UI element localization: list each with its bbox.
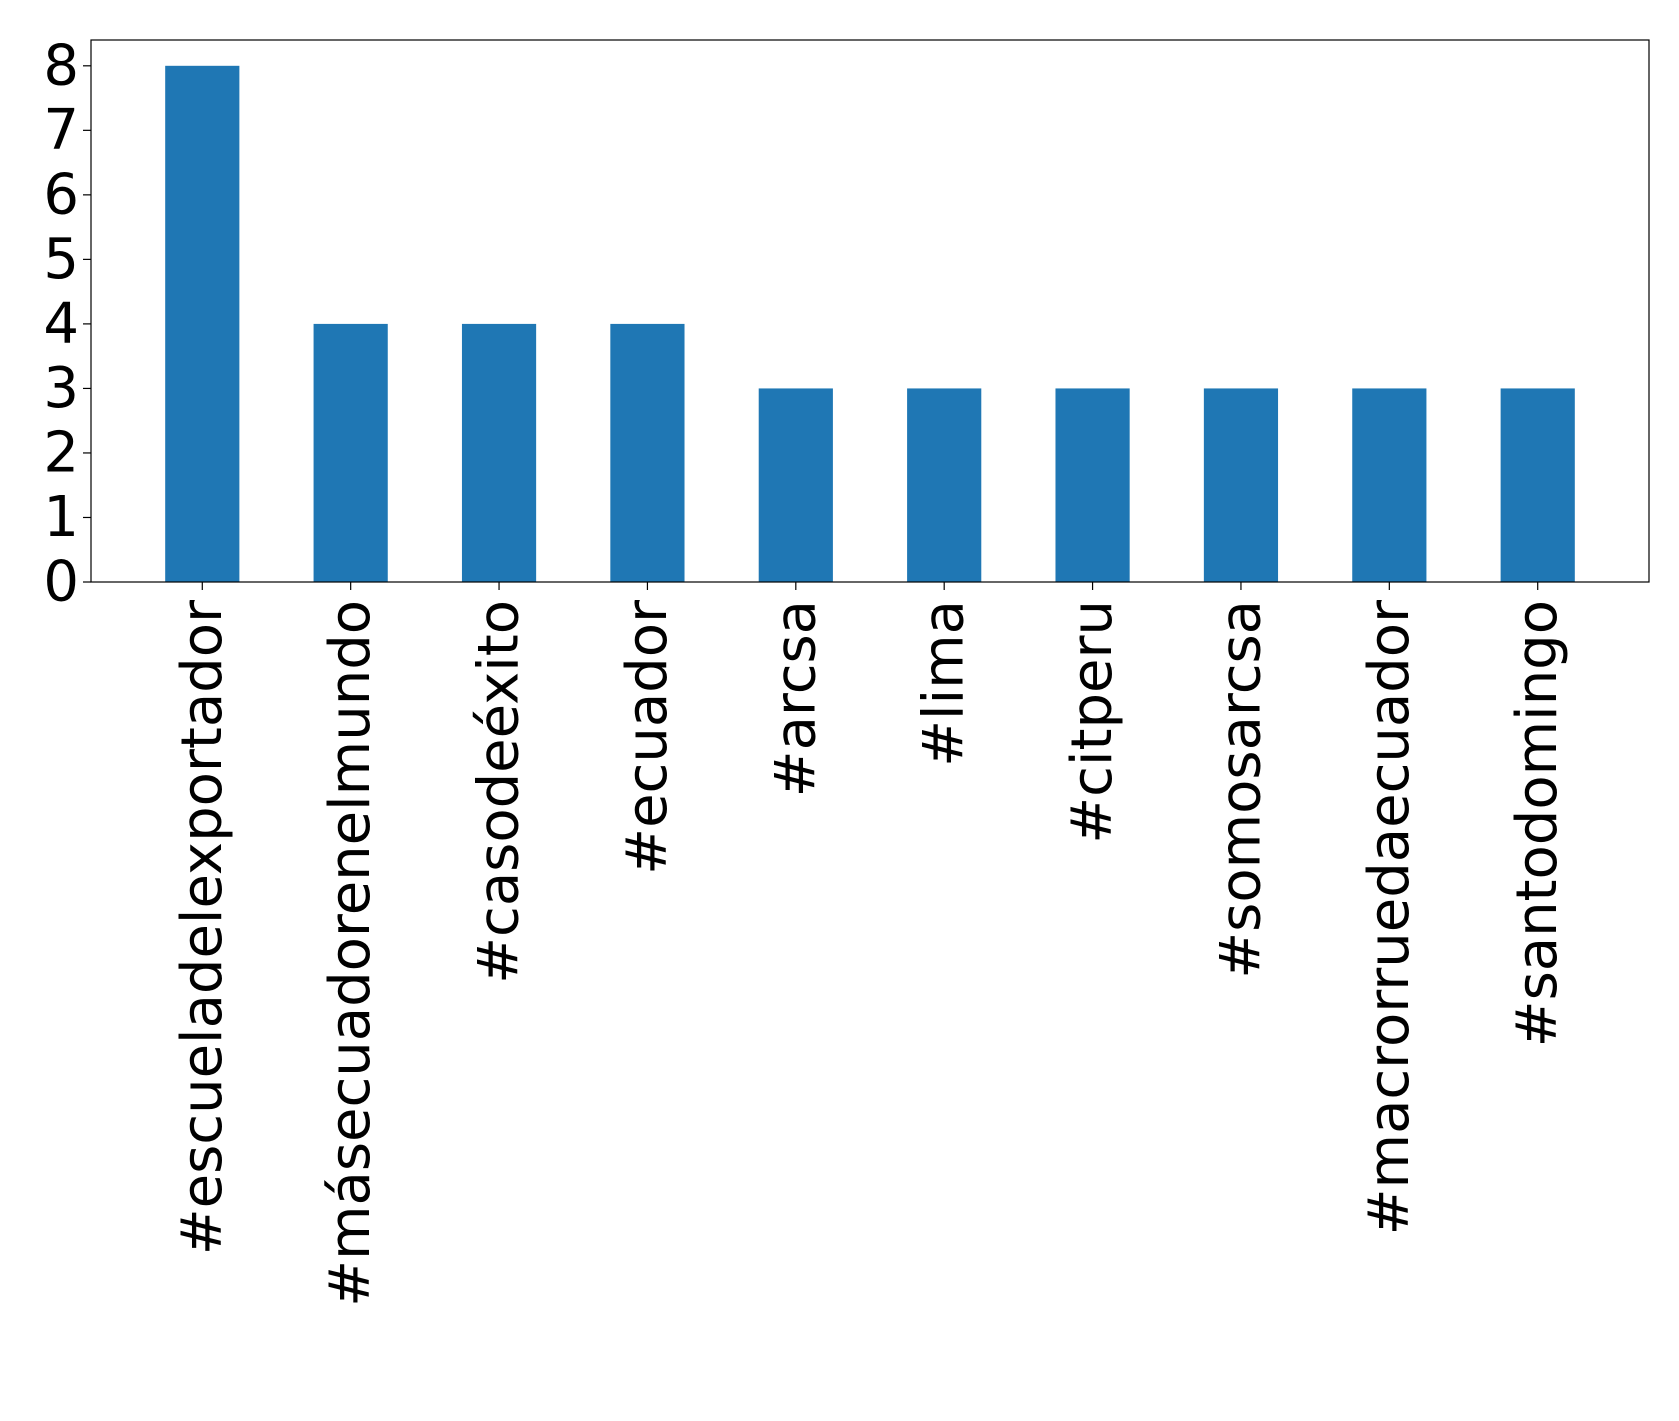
bar-9 [1500,388,1575,582]
x-tick-label-2: #casodeéxito [467,600,532,984]
bar-0 [165,65,240,582]
x-tick-label-0: #escueladelexportador [170,599,235,1255]
x-tick-label-6: #citperu [1060,600,1125,844]
y-tick-label-5: 5 [43,227,79,292]
bar-6 [1055,388,1130,582]
y-tick-label-3: 3 [43,356,79,421]
x-axis-ticks: #escueladelexportador #másecuadorenelmund… [170,582,1570,1307]
y-tick-label-6: 6 [43,162,79,227]
x-tick-label-4: #arcsa [763,600,828,797]
x-tick-label-1: #másecuadorenelmundo [318,600,383,1307]
x-tick-label-7: #somosarcsa [1208,600,1273,979]
y-tick-label-8: 8 [43,33,79,98]
y-tick-label-4: 4 [43,291,79,356]
x-tick-label-3: #ecuador [615,599,680,875]
bar-5 [907,388,982,582]
bar-8 [1352,388,1427,582]
bar-2 [461,323,537,582]
y-tick-label-0: 0 [43,550,79,615]
x-tick-label-5: #lima [912,600,977,767]
y-tick-label-7: 7 [43,98,79,163]
bar-4 [758,388,833,582]
y-tick-label-1: 1 [43,485,79,550]
x-tick-label-8: #macrorruedaecuador [1357,599,1422,1235]
x-tick-label-9: #santodomingo [1505,600,1570,1047]
plot-frame [90,39,1650,583]
bar-7 [1203,388,1279,582]
bar-1 [313,323,388,582]
bar-3 [610,323,685,582]
y-tick-label-2: 2 [43,420,79,485]
bars-layer [165,65,1575,582]
